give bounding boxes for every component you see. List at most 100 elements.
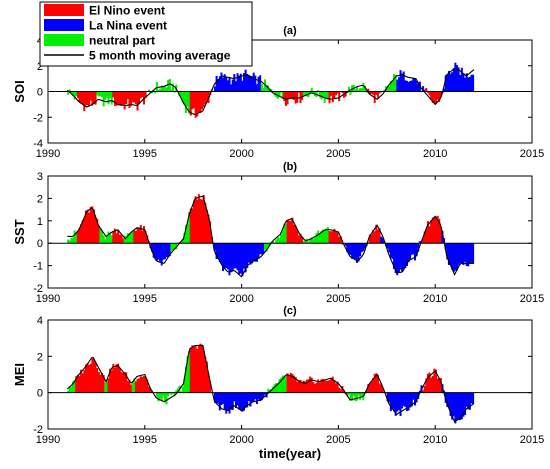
- bar-elnino: [89, 363, 92, 393]
- bar-lanina: [217, 392, 220, 404]
- bar-lanina: [452, 243, 455, 272]
- legend-swatch: [44, 34, 84, 46]
- bar-lanina: [255, 392, 258, 404]
- bar-lanina: [257, 243, 260, 259]
- bar-elnino: [202, 91, 205, 108]
- bar-neutral: [309, 238, 312, 244]
- bar-elnino: [296, 229, 299, 244]
- bar-neutral: [105, 381, 108, 393]
- bars-sst: [67, 194, 475, 277]
- bar-elnino: [102, 375, 105, 393]
- bar-elnino: [126, 380, 129, 393]
- bar-elnino: [193, 91, 196, 109]
- bar-elnino: [289, 220, 292, 244]
- bar-lanina: [259, 243, 262, 255]
- bar-lanina: [422, 86, 425, 92]
- bar-lanina: [241, 392, 244, 412]
- x-tick-label: 2000: [229, 148, 253, 160]
- bar-elnino: [430, 220, 433, 244]
- bar-neutral: [322, 229, 325, 244]
- x-tick-label: 2015: [520, 434, 544, 446]
- bar-elnino: [134, 231, 137, 244]
- bar-lanina: [446, 243, 449, 260]
- bar-elnino: [435, 217, 438, 244]
- bar-lanina: [260, 243, 263, 255]
- panel-sst: 1990 1995 2000 2005 2010 2015 -2 -1 0 1 2 3 SST (b): [12, 161, 544, 305]
- bar-elnino: [288, 91, 291, 99]
- bar-lanina: [225, 77, 228, 92]
- x-tick-label: 2005: [326, 434, 350, 446]
- bar-neutral: [67, 91, 70, 95]
- bar-lanina: [217, 243, 220, 258]
- bar-lanina: [263, 392, 266, 395]
- bar-elnino: [130, 384, 133, 393]
- bar-lanina: [217, 79, 220, 92]
- bar-neutral: [172, 83, 175, 92]
- bar-elnino: [84, 364, 87, 393]
- bar-elnino: [199, 91, 202, 114]
- bar-lanina: [354, 243, 357, 260]
- bar-neutral: [312, 91, 315, 94]
- y-tick-label: 2: [37, 193, 43, 205]
- y-tick-label: 0: [37, 87, 43, 99]
- bar-elnino: [381, 388, 384, 393]
- bar-elnino: [202, 350, 205, 393]
- bar-elnino: [78, 91, 81, 103]
- bar-elnino: [438, 378, 441, 393]
- bar-elnino: [197, 91, 200, 113]
- bar-neutral: [389, 81, 392, 92]
- bar-lanina: [465, 73, 468, 92]
- y-tick-label: 2: [37, 351, 43, 363]
- bar-elnino: [338, 91, 341, 102]
- bar-neutral: [170, 89, 173, 92]
- bar-neutral: [173, 392, 176, 397]
- bar-lanina: [351, 243, 354, 259]
- bar-lanina: [244, 69, 247, 92]
- bar-neutral: [359, 392, 362, 400]
- bar-neutral: [280, 234, 283, 244]
- bar-lanina: [396, 392, 399, 412]
- bar-lanina: [399, 243, 402, 270]
- bar-neutral: [178, 241, 181, 244]
- moving-average-line: [67, 195, 474, 278]
- bar-lanina: [252, 392, 255, 402]
- bar-elnino: [115, 91, 118, 106]
- bar-lanina: [218, 392, 221, 411]
- bar-lanina: [457, 392, 460, 420]
- bar-elnino: [333, 380, 336, 393]
- bar-neutral: [360, 392, 363, 396]
- bar-elnino: [305, 379, 308, 393]
- bar-lanina: [472, 392, 475, 405]
- bar-lanina: [260, 392, 263, 401]
- bar-elnino: [123, 91, 126, 110]
- bar-elnino: [110, 370, 113, 393]
- bar-neutral: [304, 91, 307, 96]
- bar-neutral: [183, 378, 186, 393]
- bar-lanina: [222, 243, 225, 272]
- bar-neutral: [273, 384, 276, 393]
- bar-lanina: [449, 243, 452, 265]
- bar-neutral: [284, 223, 287, 244]
- moving-average-line: [66, 67, 475, 116]
- bar-elnino: [118, 234, 121, 244]
- bar-neutral: [102, 91, 105, 107]
- bar-elnino: [76, 91, 79, 98]
- bar-neutral: [302, 91, 305, 96]
- bar-elnino: [201, 199, 204, 244]
- bar-elnino: [370, 234, 373, 244]
- bar-lanina: [389, 392, 392, 412]
- bar-neutral: [355, 86, 358, 92]
- bar-elnino: [125, 91, 128, 105]
- bar-elnino: [142, 376, 145, 393]
- bar-neutral: [281, 230, 284, 244]
- bar-lanina: [254, 243, 257, 262]
- bar-elnino: [368, 91, 371, 95]
- bar-elnino: [286, 220, 289, 244]
- bar-lanina: [230, 243, 233, 273]
- bar-elnino: [96, 368, 99, 393]
- bar-lanina: [415, 392, 418, 403]
- bar-neutral: [312, 239, 315, 244]
- bar-elnino: [297, 380, 300, 393]
- bar-lanina: [441, 231, 444, 244]
